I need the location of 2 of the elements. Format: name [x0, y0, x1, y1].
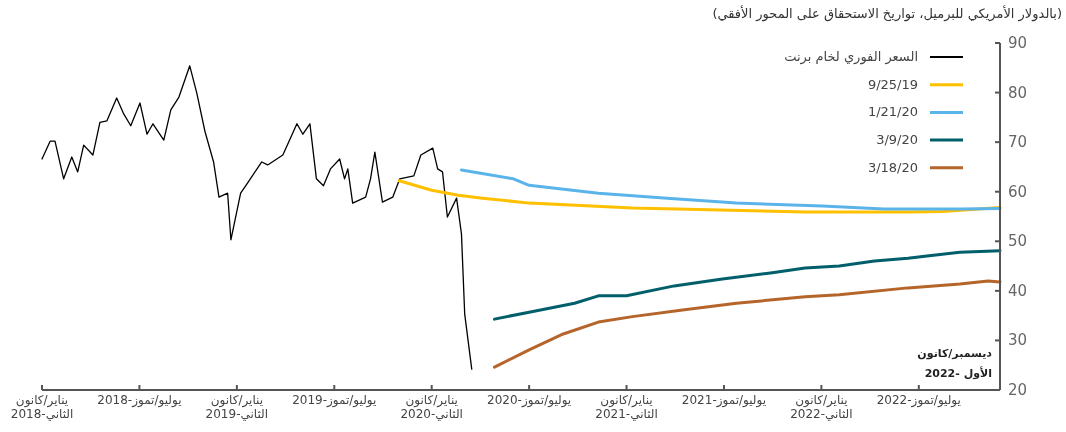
annotation: ديسمبر/كانون الأول -2022: [916, 346, 992, 382]
title: (بالدولار الأمريكي للبرميل، تواريخ الاستحقاق على المحور الأفقي): [712, 6, 1062, 22]
